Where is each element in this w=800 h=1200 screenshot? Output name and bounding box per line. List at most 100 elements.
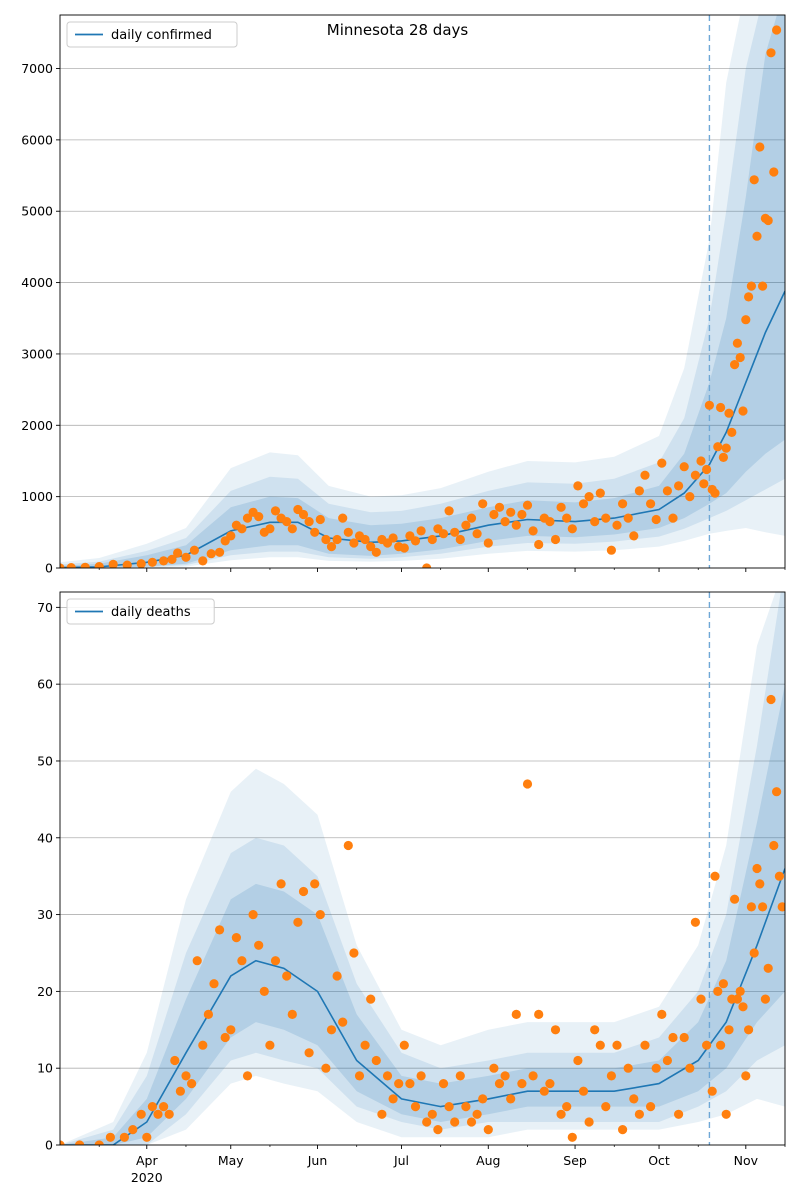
data-point — [685, 492, 695, 502]
data-point — [366, 994, 376, 1004]
data-point — [60, 1140, 65, 1145]
data-point — [198, 1040, 208, 1050]
data-point — [483, 1125, 493, 1135]
y-tick-label: 20 — [37, 984, 53, 999]
data-point — [282, 971, 292, 981]
data-point — [732, 994, 743, 1004]
data-point — [651, 514, 661, 525]
data-point — [226, 1025, 236, 1035]
data-point — [167, 554, 177, 565]
data-point — [147, 1102, 157, 1112]
data-point — [710, 871, 720, 881]
uncertainty-band — [60, 684, 785, 1145]
data-point — [528, 526, 538, 536]
data-point — [721, 1109, 731, 1119]
y-tick-label: 10 — [37, 1061, 53, 1076]
data-point — [354, 1071, 365, 1081]
data-point — [556, 1109, 566, 1119]
data-point — [578, 499, 589, 509]
uncertainty-band — [60, 15, 785, 568]
data-point — [640, 470, 650, 480]
data-point — [298, 886, 309, 897]
uncertainty-band — [60, 592, 785, 1145]
data-point — [679, 1032, 689, 1043]
data-point — [450, 1117, 460, 1127]
data-point — [399, 543, 409, 553]
data-point — [119, 1132, 129, 1142]
data-point — [567, 1132, 577, 1142]
y-tick-label: 70 — [37, 600, 53, 615]
y-tick-label: 6000 — [21, 132, 53, 147]
data-point — [422, 1117, 432, 1127]
data-point — [685, 1063, 695, 1073]
data-point — [237, 956, 247, 966]
data-point — [752, 231, 762, 241]
data-point — [128, 1125, 138, 1135]
data-point — [713, 442, 723, 452]
chart-title: Minnesota 28 days — [327, 21, 469, 39]
data-point — [724, 1025, 734, 1035]
data-point — [724, 408, 734, 418]
data-point — [75, 1140, 85, 1145]
data-point — [738, 1002, 748, 1012]
data-point — [153, 1109, 163, 1119]
data-point — [629, 531, 639, 541]
data-point — [242, 1071, 253, 1081]
data-point — [718, 979, 729, 989]
data-point — [522, 779, 533, 789]
data-point — [394, 1079, 404, 1089]
data-point — [534, 539, 544, 550]
deaths-panel: 0 10 20 30 40 50 60 70 Apr 2020 May Jun Jul Aug Sep Oct… — [37, 591, 786, 1185]
data-point — [343, 840, 353, 851]
y-tick-label: 7000 — [21, 61, 53, 76]
data-point — [707, 1086, 717, 1096]
data-point — [696, 994, 706, 1004]
data-point — [629, 1094, 639, 1104]
data-point — [142, 1132, 152, 1142]
data-point — [80, 562, 90, 568]
data-point — [573, 1055, 583, 1066]
data-point — [716, 402, 726, 413]
data-point — [690, 917, 701, 927]
data-point — [181, 1071, 191, 1081]
data-point — [94, 562, 104, 568]
data-point — [774, 871, 785, 881]
x-tick-label: Apr — [136, 1153, 158, 1168]
y-tick-label: 3000 — [21, 346, 53, 361]
data-point — [405, 1079, 415, 1089]
data-point — [248, 910, 258, 920]
data-point — [159, 556, 169, 566]
data-point — [209, 979, 219, 989]
data-point — [298, 509, 309, 520]
data-point — [746, 281, 757, 291]
data-point — [730, 894, 740, 904]
data-point — [646, 499, 656, 509]
y-tick-label: 0 — [45, 1138, 53, 1153]
data-point — [690, 470, 701, 480]
data-point — [159, 1102, 169, 1112]
data-point — [360, 534, 370, 545]
data-point — [310, 527, 320, 537]
data-point — [732, 338, 743, 348]
data-point — [606, 1071, 617, 1081]
data-point — [744, 292, 754, 302]
data-point — [478, 499, 488, 509]
data-point — [472, 1109, 482, 1119]
x-tick-label: Aug — [476, 1153, 500, 1168]
data-point — [679, 462, 689, 472]
x-tick-label: May — [218, 1153, 244, 1168]
data-point — [198, 556, 208, 566]
legend-box — [66, 598, 215, 625]
data-point — [763, 215, 773, 226]
data-point — [702, 1040, 712, 1050]
data-point — [494, 1079, 505, 1089]
data-point — [749, 175, 759, 185]
data-point — [760, 994, 771, 1004]
data-point — [713, 986, 723, 997]
data-point — [494, 502, 505, 512]
x-tick-label: Sep — [563, 1153, 587, 1168]
data-point — [287, 524, 297, 534]
data-point — [718, 452, 729, 462]
data-point — [640, 1040, 650, 1050]
